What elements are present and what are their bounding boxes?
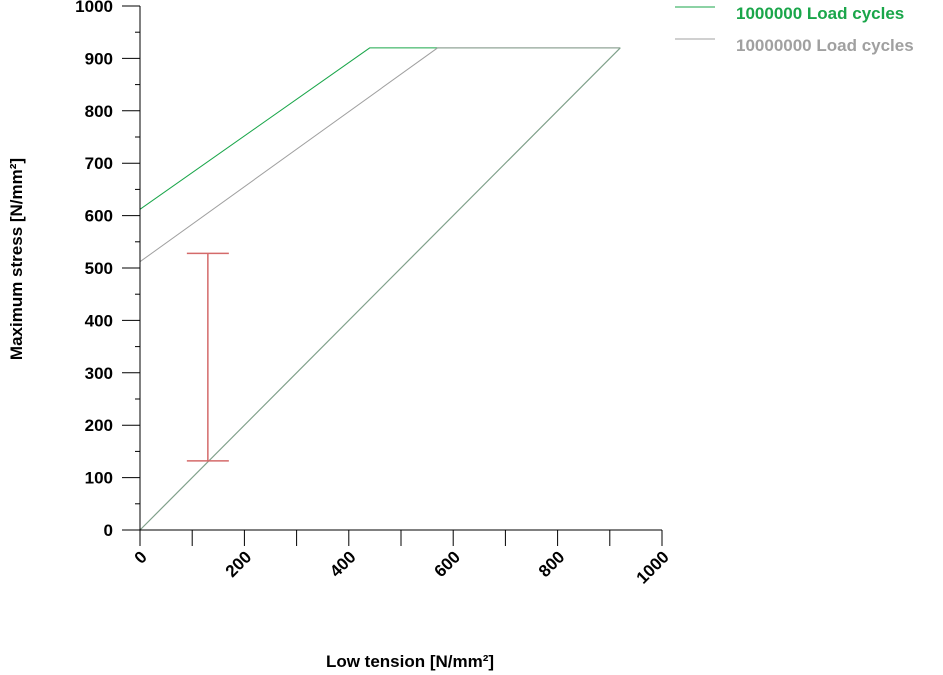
y-tick-label: 1000 bbox=[75, 0, 113, 16]
y-tick-label: 100 bbox=[85, 469, 113, 488]
y-tick-label: 900 bbox=[85, 49, 113, 68]
y-tick-label: 400 bbox=[85, 311, 113, 330]
y-tick-label: 200 bbox=[85, 416, 113, 435]
x-axis-title: Low tension [N/mm²] bbox=[326, 652, 494, 671]
y-tick-label: 600 bbox=[85, 207, 113, 226]
y-tick-label: 0 bbox=[104, 521, 113, 540]
series-line-1 bbox=[139, 47, 621, 210]
x-tick-label: 600 bbox=[431, 547, 464, 580]
x-tick-label: 200 bbox=[222, 547, 255, 580]
reference-line bbox=[139, 47, 621, 531]
x-tick-label: 0 bbox=[131, 547, 151, 567]
y-tick-label: 800 bbox=[85, 102, 113, 121]
x-tick-label: 1000 bbox=[633, 547, 673, 587]
legend: 1000000 Load cycles 10000000 Load cycles bbox=[675, 4, 914, 55]
x-tick-label: 400 bbox=[326, 547, 359, 580]
series-line-2 bbox=[139, 47, 621, 263]
y-axis-title: Maximum stress [N/mm²] bbox=[7, 158, 26, 360]
plot-lines bbox=[139, 47, 621, 531]
axes: 0 100 200 300 400 500 600 700 800 900 1000 0 200 400 6… bbox=[75, 0, 673, 588]
y-tick-label: 300 bbox=[85, 364, 113, 383]
y-tick-label: 700 bbox=[85, 154, 113, 173]
legend-label: 1000000 Load cycles bbox=[736, 4, 904, 23]
legend-label: 10000000 Load cycles bbox=[736, 36, 914, 55]
y-tick-label: 500 bbox=[85, 259, 113, 278]
x-tick-label: 800 bbox=[535, 547, 568, 580]
